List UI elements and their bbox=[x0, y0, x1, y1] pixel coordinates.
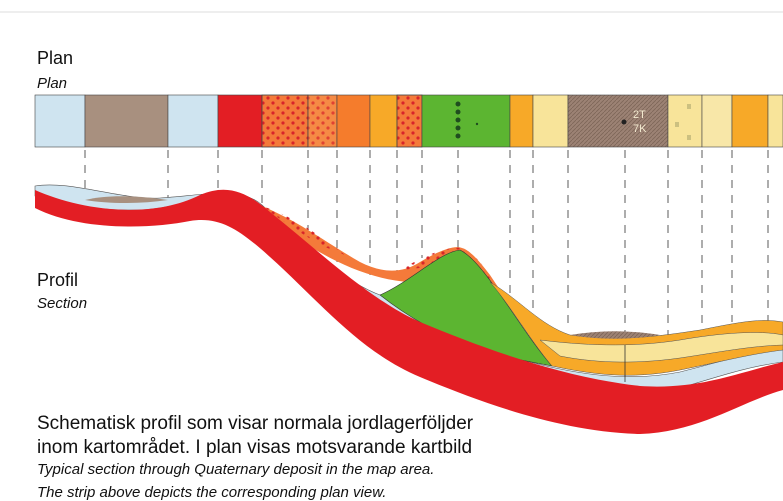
section-profile bbox=[34, 184, 783, 434]
caption-line: inom kartområdet. I plan visas motsvaran… bbox=[37, 437, 473, 458]
guide-lines bbox=[84, 150, 769, 385]
green-dots bbox=[455, 101, 479, 139]
caption-line: Typical section through Quaternary depos… bbox=[37, 461, 435, 478]
symbol-dot bbox=[621, 119, 627, 125]
marsh-marks bbox=[675, 104, 691, 140]
section-subtitle: Section bbox=[37, 295, 88, 312]
plan-subtitle: Plan bbox=[37, 75, 68, 92]
section-title: Profil bbox=[37, 270, 79, 290]
plan-title: Plan bbox=[37, 48, 74, 68]
symbol-label: 2T bbox=[633, 109, 646, 121]
plan-strip bbox=[34, 94, 783, 148]
symbol-label: 7K bbox=[633, 123, 647, 135]
caption-line: Schematisk profil som visar normala jord… bbox=[37, 413, 474, 434]
